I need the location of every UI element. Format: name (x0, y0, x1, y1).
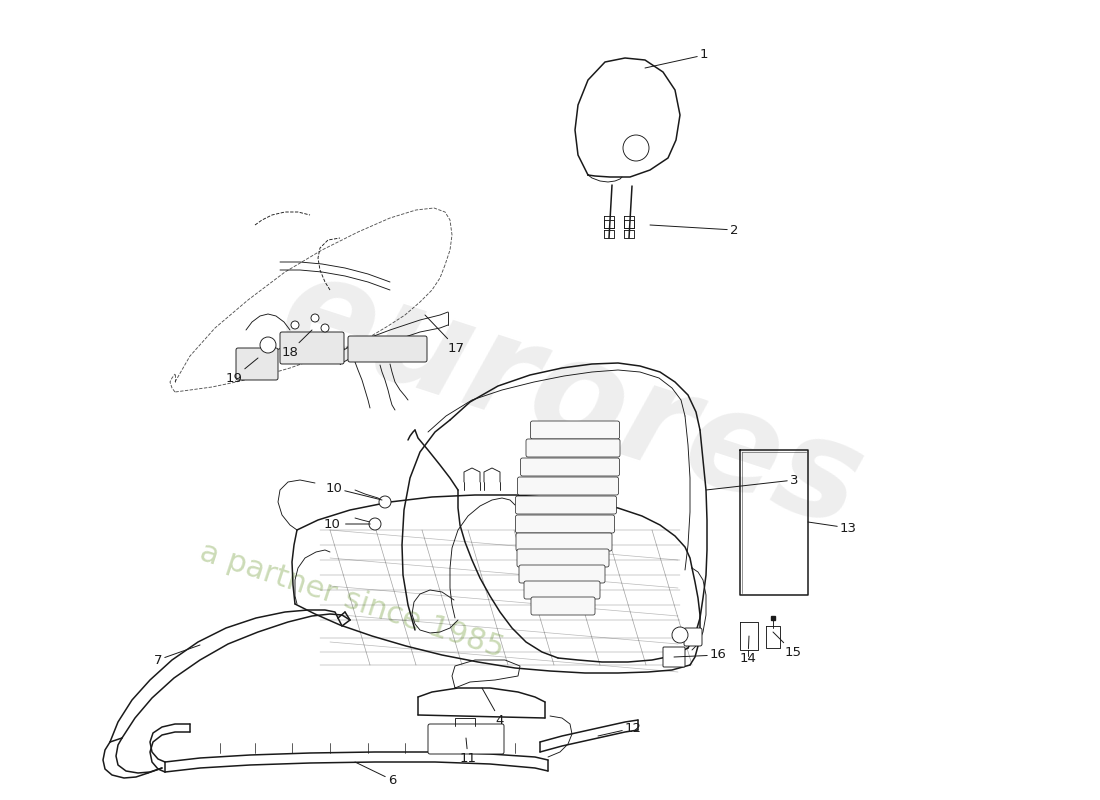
Text: 7: 7 (154, 645, 200, 666)
Text: 12: 12 (598, 722, 642, 736)
FancyBboxPatch shape (516, 533, 612, 551)
FancyBboxPatch shape (516, 515, 615, 533)
Text: 17: 17 (425, 315, 465, 354)
FancyBboxPatch shape (517, 477, 618, 495)
Text: 11: 11 (460, 738, 476, 765)
FancyBboxPatch shape (519, 565, 605, 583)
Circle shape (672, 627, 688, 643)
FancyBboxPatch shape (516, 496, 616, 514)
Circle shape (260, 337, 276, 353)
Text: 3: 3 (706, 474, 799, 490)
FancyBboxPatch shape (531, 597, 595, 615)
Text: 18: 18 (282, 330, 312, 358)
Circle shape (321, 324, 329, 332)
FancyBboxPatch shape (348, 336, 427, 362)
Text: 13: 13 (808, 522, 857, 534)
Circle shape (368, 518, 381, 530)
FancyBboxPatch shape (526, 439, 620, 457)
FancyBboxPatch shape (663, 647, 685, 667)
Text: 10: 10 (323, 518, 371, 530)
Circle shape (379, 496, 390, 508)
Circle shape (311, 314, 319, 322)
Text: 14: 14 (739, 636, 757, 665)
Text: 6: 6 (355, 762, 396, 786)
Text: a partner since 1985: a partner since 1985 (196, 537, 508, 663)
FancyBboxPatch shape (520, 458, 619, 476)
FancyBboxPatch shape (236, 348, 278, 380)
Text: 16: 16 (674, 649, 727, 662)
Text: 15: 15 (773, 632, 802, 658)
FancyBboxPatch shape (517, 549, 609, 567)
Circle shape (292, 321, 299, 329)
FancyBboxPatch shape (280, 332, 344, 364)
Text: 19: 19 (226, 358, 258, 385)
FancyBboxPatch shape (428, 724, 504, 754)
FancyBboxPatch shape (530, 421, 619, 439)
Circle shape (623, 135, 649, 161)
Text: 1: 1 (645, 49, 708, 68)
FancyBboxPatch shape (684, 628, 702, 646)
Text: 10: 10 (326, 482, 382, 500)
Text: 4: 4 (482, 688, 504, 726)
Text: eurores: eurores (265, 242, 879, 558)
Text: 2: 2 (650, 223, 738, 237)
FancyBboxPatch shape (524, 581, 600, 599)
